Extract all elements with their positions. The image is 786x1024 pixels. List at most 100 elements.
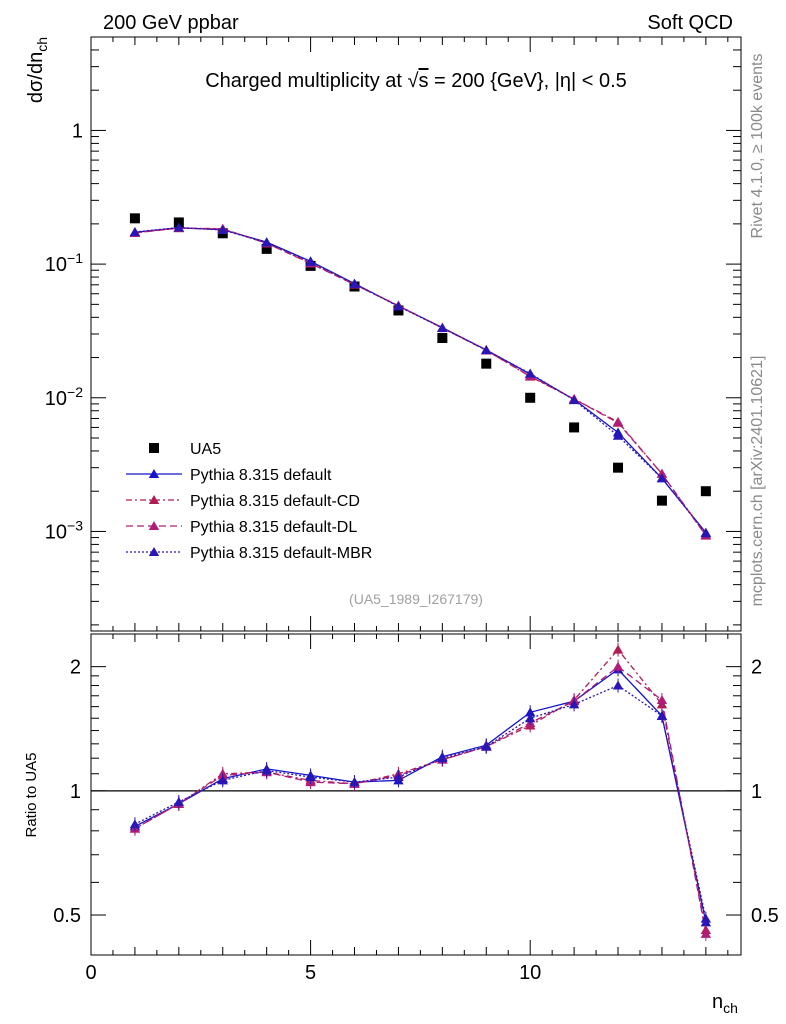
legend-label-2: Pythia 8.315 default-CD bbox=[190, 493, 360, 510]
main-series-4-point bbox=[173, 222, 185, 232]
title-part-sqrt: √ bbox=[408, 70, 419, 92]
main-series-4-point bbox=[349, 278, 360, 288]
ratio-series-3-point bbox=[129, 819, 141, 829]
main-series-3-point bbox=[612, 417, 624, 427]
ylabel-main: dσ/dn bbox=[25, 52, 47, 103]
ratio-series-3-point bbox=[393, 772, 404, 782]
ua5-data-point bbox=[700, 486, 711, 497]
main-series-4-point bbox=[568, 395, 580, 405]
ratio-series-3-point bbox=[437, 753, 448, 763]
ua5-data-point bbox=[481, 358, 492, 369]
main-series-4-point bbox=[612, 430, 624, 440]
ratio-series-3-point bbox=[349, 777, 360, 787]
main-y-tick-label: 10−1 bbox=[45, 250, 83, 276]
ratio-series-3-point bbox=[261, 765, 272, 775]
main-y-axis-label: dσ/dnch bbox=[25, 37, 50, 103]
ua5-data-point bbox=[613, 462, 624, 473]
rivet-version-note: Rivet 4.1.0, ≥ 100k events bbox=[749, 54, 766, 239]
legend-label-1: Pythia 8.315 default bbox=[190, 467, 332, 484]
x-tick-label: 5 bbox=[305, 962, 316, 984]
ratio-series-2-point bbox=[612, 661, 624, 671]
legend-label-4: Pythia 8.315 default-MBR bbox=[190, 545, 372, 562]
ratio-series-3-point bbox=[217, 775, 228, 785]
ratio-series-line-2 bbox=[134, 665, 707, 935]
ratio-series-3-point bbox=[700, 913, 712, 923]
tick-exponent: −1 bbox=[67, 250, 83, 266]
main-series-4-point bbox=[129, 226, 141, 236]
main-y-tick-label: 1 bbox=[72, 120, 83, 142]
ratio-plot-frame bbox=[90, 633, 742, 956]
ua5-data-point bbox=[261, 243, 272, 254]
x-axis-label: nch bbox=[712, 991, 738, 1016]
analysis-watermark: (UA5_1989_I267179) bbox=[349, 591, 483, 607]
ratio-series-1-point bbox=[612, 644, 624, 654]
ratio-series-2-point bbox=[656, 695, 668, 705]
title-part-post: = 200 {GeV}, |η| < 0.5 bbox=[428, 70, 626, 92]
ratio-y-tick-label-right: 1 bbox=[751, 781, 762, 803]
ratio-y-tick-label-right: 2 bbox=[751, 657, 762, 679]
ratio-y-tick-label: 0.5 bbox=[53, 905, 81, 927]
ratio-series-line-3 bbox=[134, 684, 707, 919]
mcplots-reference-note: mcplots.cern.ch [arXiv:2401.10621] bbox=[749, 356, 766, 607]
tick-exponent: −2 bbox=[67, 384, 83, 400]
main-series-4-point bbox=[524, 368, 536, 378]
xlabel-sub: ch bbox=[723, 1000, 738, 1016]
header-left: 200 GeV ppbar bbox=[103, 12, 239, 34]
main-series-line-1 bbox=[134, 227, 707, 534]
ylabel-sub: ch bbox=[34, 37, 50, 52]
main-series-4-point bbox=[481, 345, 492, 355]
ratio-y-axis-label: Ratio to UA5 bbox=[23, 752, 40, 837]
ua5-data-point bbox=[656, 495, 667, 506]
legend-label-3: Pythia 8.315 default-DL bbox=[190, 519, 357, 536]
ua5-data-point bbox=[173, 217, 184, 228]
main-series-4-point bbox=[217, 224, 228, 234]
title-part-pre: Charged multiplicity at bbox=[205, 70, 407, 92]
ratio-series-3-point bbox=[524, 713, 536, 723]
ratio-series-3-point bbox=[656, 710, 668, 720]
main-plot-frame bbox=[90, 36, 742, 632]
title-part-s: s bbox=[418, 70, 428, 92]
x-tick-label: 0 bbox=[85, 962, 96, 984]
ratio-series-2-point bbox=[700, 928, 712, 938]
ua5-data-point bbox=[129, 213, 140, 224]
legend-marker-1 bbox=[148, 469, 160, 478]
ua5-data-point bbox=[437, 333, 448, 344]
ratio-series-3-point bbox=[481, 741, 492, 751]
ratio-y-tick-label: 2 bbox=[70, 657, 81, 679]
xlabel-main: n bbox=[712, 991, 723, 1013]
legend-marker-2 bbox=[148, 495, 160, 504]
main-series-4-point bbox=[393, 301, 404, 311]
main-series-4-point bbox=[656, 473, 668, 483]
ratio-series-3-point bbox=[612, 680, 624, 690]
main-series-line-4 bbox=[134, 226, 707, 534]
ua5-data-point bbox=[393, 305, 404, 316]
legend-label-0: UA5 bbox=[190, 441, 221, 458]
ratio-y-tick-label: 1 bbox=[70, 781, 81, 803]
legend-marker-3 bbox=[148, 521, 160, 530]
main-series-4-point bbox=[305, 256, 316, 266]
header-right: Soft QCD bbox=[647, 12, 733, 34]
main-series-4-point bbox=[700, 528, 712, 538]
ratio-series-3-point bbox=[173, 796, 185, 806]
ratio-series-3-point bbox=[568, 699, 580, 709]
main-series-4-point bbox=[437, 322, 448, 332]
legend-marker-4 bbox=[148, 547, 160, 556]
tick-base: 10 bbox=[45, 388, 67, 410]
main-y-tick-label: 10−2 bbox=[45, 384, 83, 410]
ratio-series-3-point bbox=[305, 772, 316, 782]
tick-base: 10 bbox=[45, 521, 67, 543]
main-y-tick-label: 10−3 bbox=[45, 517, 83, 543]
x-tick-label: 10 bbox=[519, 962, 541, 984]
ua5-data-point bbox=[569, 422, 580, 433]
legend-marker-ua5 bbox=[149, 443, 159, 453]
ratio-y-tick-label-right: 0.5 bbox=[751, 905, 779, 927]
main-series-line-2 bbox=[134, 227, 707, 536]
tick-base: 10 bbox=[45, 254, 67, 276]
tick-exponent: −3 bbox=[67, 517, 83, 533]
main-series-line-3 bbox=[134, 227, 707, 537]
main-title: Charged multiplicity at √s = 200 {GeV}, … bbox=[205, 70, 627, 92]
ua5-data-point bbox=[525, 392, 536, 403]
main-series-4-point bbox=[261, 237, 272, 247]
ratio-series-line-1 bbox=[134, 648, 707, 931]
